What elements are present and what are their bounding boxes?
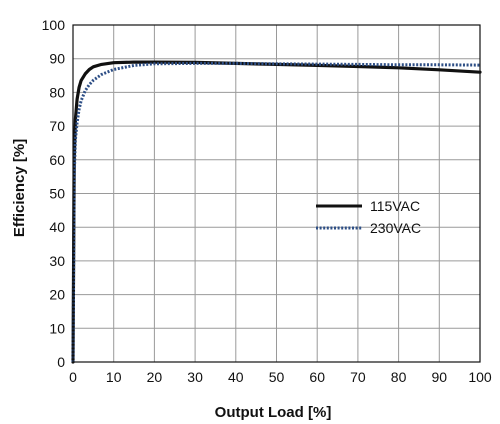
legend: 115VAC 230VAC	[316, 198, 421, 236]
y-tick-label-20: 20	[49, 287, 65, 303]
x-axis-title: Output Load [%]	[215, 404, 332, 421]
x-tick-label-90: 90	[432, 369, 448, 385]
y-tick-label-30: 30	[49, 253, 65, 269]
y-tick-label-40: 40	[49, 219, 65, 235]
x-tick-label-80: 80	[391, 369, 407, 385]
tick-labels: 0 10 20 30 40 50 60 70 80 90 100 0 10 20 30 40 50 60 70 80 9…	[42, 17, 492, 385]
plot-frame	[72, 24, 481, 363]
y-tick-label-100: 100	[42, 17, 66, 33]
legend-label-115vac: 115VAC	[370, 198, 420, 214]
y-tick-label-50: 50	[49, 186, 65, 202]
y-tick-label-0: 0	[57, 354, 65, 370]
x-tick-label-50: 50	[269, 369, 285, 385]
x-tick-label-100: 100	[468, 369, 492, 385]
y-tick-label-70: 70	[49, 118, 65, 134]
y-axis-title: Efficiency [%]	[11, 139, 28, 237]
x-tick-label-10: 10	[106, 369, 122, 385]
y-tick-label-80: 80	[49, 84, 65, 100]
x-tick-label-0: 0	[69, 369, 77, 385]
x-tick-label-40: 40	[228, 369, 244, 385]
grid	[72, 24, 481, 363]
series-line-230vac	[71, 61, 481, 363]
y-tick-label-90: 90	[49, 51, 65, 67]
x-tick-label-20: 20	[147, 369, 163, 385]
series-line-115vac	[71, 60, 482, 364]
series-lines	[71, 60, 482, 364]
y-tick-label-10: 10	[49, 320, 65, 336]
x-tick-label-70: 70	[350, 369, 366, 385]
x-tick-label-60: 60	[309, 369, 325, 385]
legend-label-230vac: 230VAC	[370, 220, 421, 236]
y-tick-label-60: 60	[49, 152, 65, 168]
x-tick-label-30: 30	[187, 369, 203, 385]
